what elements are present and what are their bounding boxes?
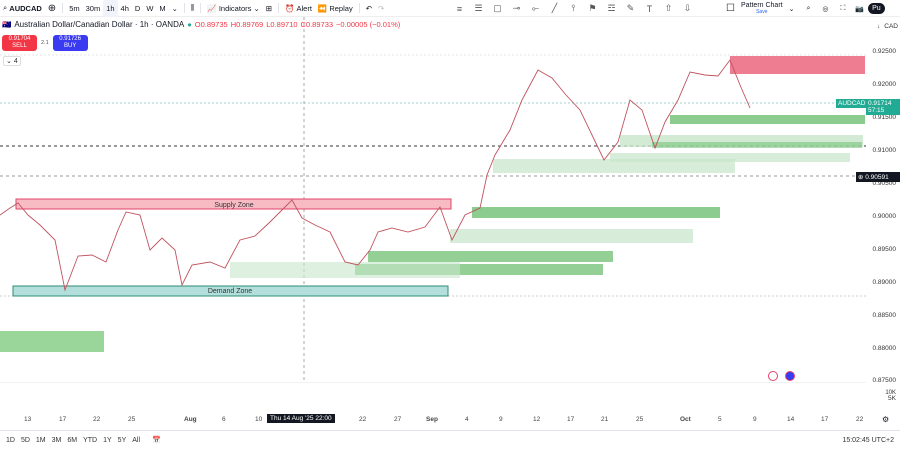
collapse-indicators-button[interactable]: ⌄ 4: [3, 56, 21, 66]
grid-icon: ⊞: [265, 3, 273, 13]
chevron-down-icon: ⌄: [171, 3, 178, 13]
demand-zone-label: Demand Zone: [208, 288, 252, 295]
interval-5m[interactable]: 5m: [69, 3, 80, 13]
trend-line-icon[interactable]: ╱: [551, 3, 558, 13]
settings-icon[interactable]: ◎: [822, 5, 829, 13]
rewind-icon: ⏪: [317, 3, 330, 13]
indicators-icon: 📈: [207, 3, 219, 13]
price-scale[interactable]: ↓ CAD 0.92500 0.92000 0.91500 0.91000 0.…: [872, 23, 899, 402]
ray-icon[interactable]: ⊸: [512, 3, 521, 13]
spread-value: 2.1: [41, 40, 49, 46]
sell-button[interactable]: 0.91704 SELL: [2, 35, 37, 51]
australia-flag-icon[interactable]: [785, 371, 795, 381]
brush-icon[interactable]: ✎: [626, 3, 635, 13]
interval-d[interactable]: D: [134, 3, 141, 13]
canada-flag-icon[interactable]: [768, 371, 778, 381]
interval-w[interactable]: W: [146, 3, 154, 13]
interval-4h[interactable]: 4h: [120, 3, 129, 13]
range-1m[interactable]: 1M: [35, 436, 46, 444]
vertical-line-icon[interactable]: ⫯: [571, 3, 576, 13]
checkbox-icon[interactable]: ☐: [726, 3, 735, 14]
range-6m[interactable]: 6M: [67, 436, 78, 444]
text-lines-icon[interactable]: ☲: [607, 3, 616, 13]
ohlc-low: L0.89710: [266, 20, 298, 29]
fullscreen-icon[interactable]: ⛶: [840, 4, 846, 12]
range-all[interactable]: All: [132, 436, 141, 444]
range-ytd[interactable]: YTD: [83, 436, 98, 444]
chevron-down-icon[interactable]: ⌄: [788, 5, 795, 13]
chart-legend: 🇦🇺 Australian Dollar/Canadian Dollar · 1…: [2, 20, 400, 29]
ohlc-high: H0.89769: [230, 20, 264, 29]
currency-selector[interactable]: CAD: [884, 23, 898, 30]
undo-button[interactable]: ↶: [363, 0, 375, 17]
range-5y[interactable]: 5Y: [117, 436, 127, 444]
price-chart[interactable]: Supply Zone Demand Zone TV: [0, 17, 866, 383]
plus-circle-icon: ⊕: [47, 2, 57, 14]
trade-buttons: 0.91704 SELL 2.1 0.91726 BUY: [2, 35, 88, 51]
price-scale-controls: ↓ CAD: [877, 23, 898, 30]
timescale-settings-icon[interactable]: ⚙: [882, 415, 890, 424]
drawing-toolbar: ≡ ☰ ▢ ⊸ ⟜ ╱ ⫯ ⚑ ☲ ✎ T ⇧ ⇩: [450, 0, 697, 17]
symbol-search[interactable]: ⌕ AUDCAD: [3, 3, 42, 13]
compare-button[interactable]: ⊕: [45, 0, 59, 17]
range-3m[interactable]: 3M: [51, 436, 62, 444]
range-1d[interactable]: 1D: [6, 436, 15, 444]
buy-button[interactable]: 0.91726 BUY: [52, 35, 88, 51]
replay-button[interactable]: ⏪ Replay: [317, 3, 353, 13]
supply-zone-label: Supply Zone: [214, 202, 253, 209]
interval-m[interactable]: M: [159, 3, 166, 13]
chart-type-button[interactable]: ⫼: [188, 0, 197, 17]
fib-icon[interactable]: ≡: [456, 3, 463, 14]
search-icon: ⌕: [3, 3, 10, 12]
right-toolbar: ☐ Pattern Chart Save ⌄ ⌕ ◎ ⛶ 📷 Pu: [726, 0, 885, 17]
market-open-dot: ●: [187, 20, 192, 29]
last-price-tag: 0.91714 57:15: [866, 99, 900, 115]
range-bar: 1D 5D 1M 3M 6M YTD 1Y 5Y All 📅 15:02:45 …: [0, 430, 900, 449]
interval-1h[interactable]: 1h: [103, 0, 118, 17]
alarm-icon: ⏰: [285, 3, 297, 13]
pitchfork-icon[interactable]: ☰: [474, 3, 483, 13]
text-icon[interactable]: T: [646, 3, 653, 14]
symbol-title: Australian Dollar/Canadian Dollar · 1h ·…: [14, 20, 185, 29]
candles-icon: ⫼: [190, 3, 195, 12]
symbol-price-tag: AUDCAD: [836, 99, 868, 108]
ohlc-close: C0.89733: [300, 20, 334, 29]
clock[interactable]: 15:02:45 UTC+2: [842, 436, 894, 444]
layout-name[interactable]: Pattern Chart Save: [740, 1, 783, 15]
arrow-down-icon[interactable]: ↓: [877, 23, 881, 30]
crosshair-price-tag: ⊕ 0.90591: [856, 172, 900, 182]
quick-search-icon[interactable]: ⌕: [806, 4, 811, 12]
rectangle-icon[interactable]: ▢: [493, 3, 502, 13]
time-scale[interactable]: 13 17 22 25 Aug 6 10 Thu 14 Aug '25 22:0…: [24, 414, 864, 423]
arrow-down-icon[interactable]: ⇩: [683, 3, 692, 13]
arrow-up-icon[interactable]: ⇧: [664, 3, 673, 13]
range-5d[interactable]: 5D: [20, 436, 30, 444]
redo-button[interactable]: ↷: [375, 0, 387, 17]
camera-icon[interactable]: 📷: [855, 5, 865, 13]
alert-button[interactable]: ⏰ Alert: [285, 3, 312, 13]
goto-date-icon[interactable]: 📅: [152, 437, 161, 444]
interval-30m[interactable]: 30m: [85, 3, 101, 13]
publish-button[interactable]: Pu: [868, 3, 885, 14]
undo-icon: ↶: [365, 3, 372, 13]
long-position-icon[interactable]: ⚑: [588, 3, 597, 13]
ohlc-open: O0.89735: [194, 20, 228, 29]
redo-icon: ↷: [378, 3, 385, 13]
range-1y[interactable]: 1Y: [103, 436, 112, 444]
interval-dropdown[interactable]: ⌄: [169, 0, 181, 17]
horizontal-ray-icon[interactable]: ⟜: [531, 3, 540, 13]
templates-button[interactable]: ⊞: [263, 0, 275, 17]
indicators-button[interactable]: 📈 Indicators ⌄: [207, 3, 260, 13]
ohlc-change: −0.00005 (−0.01%): [336, 20, 401, 29]
flag-icon: 🇦🇺: [2, 20, 12, 29]
top-toolbar: ⌕ AUDCAD ⊕ 5m 30m 1h 4h D W M ⌄ ⫼ 📈 Indi…: [0, 0, 900, 17]
crosshair-time-tag: Thu 14 Aug '25 22:00: [267, 414, 335, 423]
